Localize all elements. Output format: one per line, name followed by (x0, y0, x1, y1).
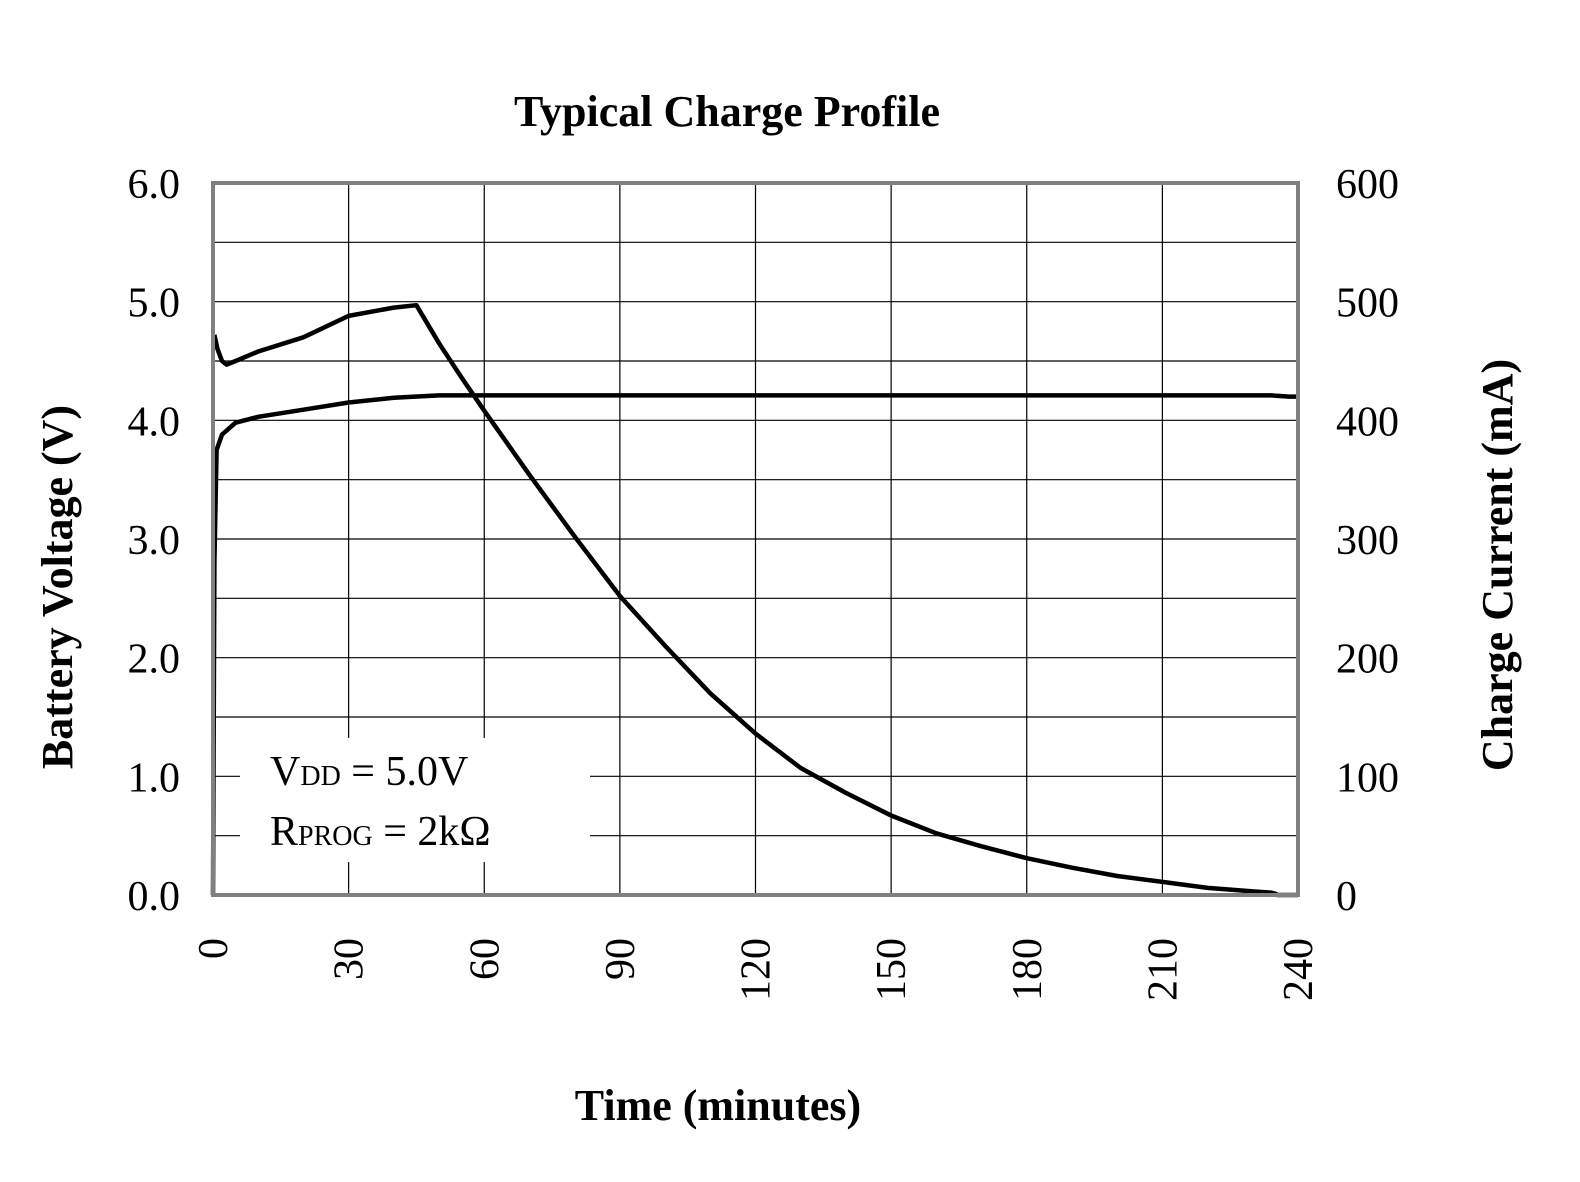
series-group (210, 302, 1298, 898)
y-left-ticks: 0.0 1.0 2.0 3.0 4.0 5.0 6.0 (128, 162, 181, 920)
x-tick-label: 30 (327, 938, 373, 980)
y-left-tick-label: 5.0 (128, 281, 181, 327)
y-right-tick-label: 100 (1336, 755, 1399, 801)
x-ticks: 0 30 60 90 120 150 180 210 240 (191, 938, 1322, 1001)
x-tick-label: 210 (1140, 938, 1186, 1001)
y-right-axis-title: Charge Current (mA) (1473, 359, 1522, 771)
y-right-tick-label: 400 (1336, 399, 1399, 445)
series-line-charge-current (212, 302, 1298, 898)
x-tick-label: 60 (462, 938, 508, 980)
x-tick-label: 240 (1276, 938, 1322, 1001)
chart-title: Typical Charge Profile (514, 87, 940, 136)
y-right-tick-label: 0 (1336, 874, 1357, 920)
y-left-tick-label: 1.0 (128, 755, 181, 801)
y-left-tick-label: 4.0 (128, 399, 181, 445)
plot-frame (211, 181, 1300, 897)
x-tick-label: 180 (1005, 938, 1051, 1001)
y-right-tick-label: 600 (1336, 162, 1399, 208)
y-right-tick-label: 500 (1336, 281, 1399, 327)
y-right-tick-label: 200 (1336, 637, 1399, 683)
y-left-axis-title: Battery Voltage (V) (33, 405, 82, 769)
annotation-box: VDD = 5.0V RPROG = 2kΩ (240, 738, 590, 862)
y-right-ticks: 0 100 200 300 400 500 600 (1336, 162, 1399, 920)
grid (213, 183, 1298, 895)
x-tick-label: 0 (191, 938, 237, 959)
y-left-tick-label: 2.0 (128, 637, 181, 683)
series-line-battery-voltage (210, 393, 1298, 896)
y-left-tick-label: 6.0 (128, 162, 181, 208)
y-left-tick-label: 0.0 (128, 874, 181, 920)
x-tick-label: 120 (734, 938, 780, 1001)
annotation-vdd: VDD = 5.0V (270, 749, 468, 795)
y-right-tick-label: 300 (1336, 518, 1399, 564)
x-tick-label: 150 (869, 938, 915, 1001)
annotation-rprog: RPROG = 2kΩ (270, 809, 491, 855)
y-left-tick-label: 3.0 (128, 518, 181, 564)
x-tick-label: 90 (598, 938, 644, 980)
annotation-background (240, 738, 590, 862)
x-axis-title: Time (minutes) (575, 1081, 861, 1130)
